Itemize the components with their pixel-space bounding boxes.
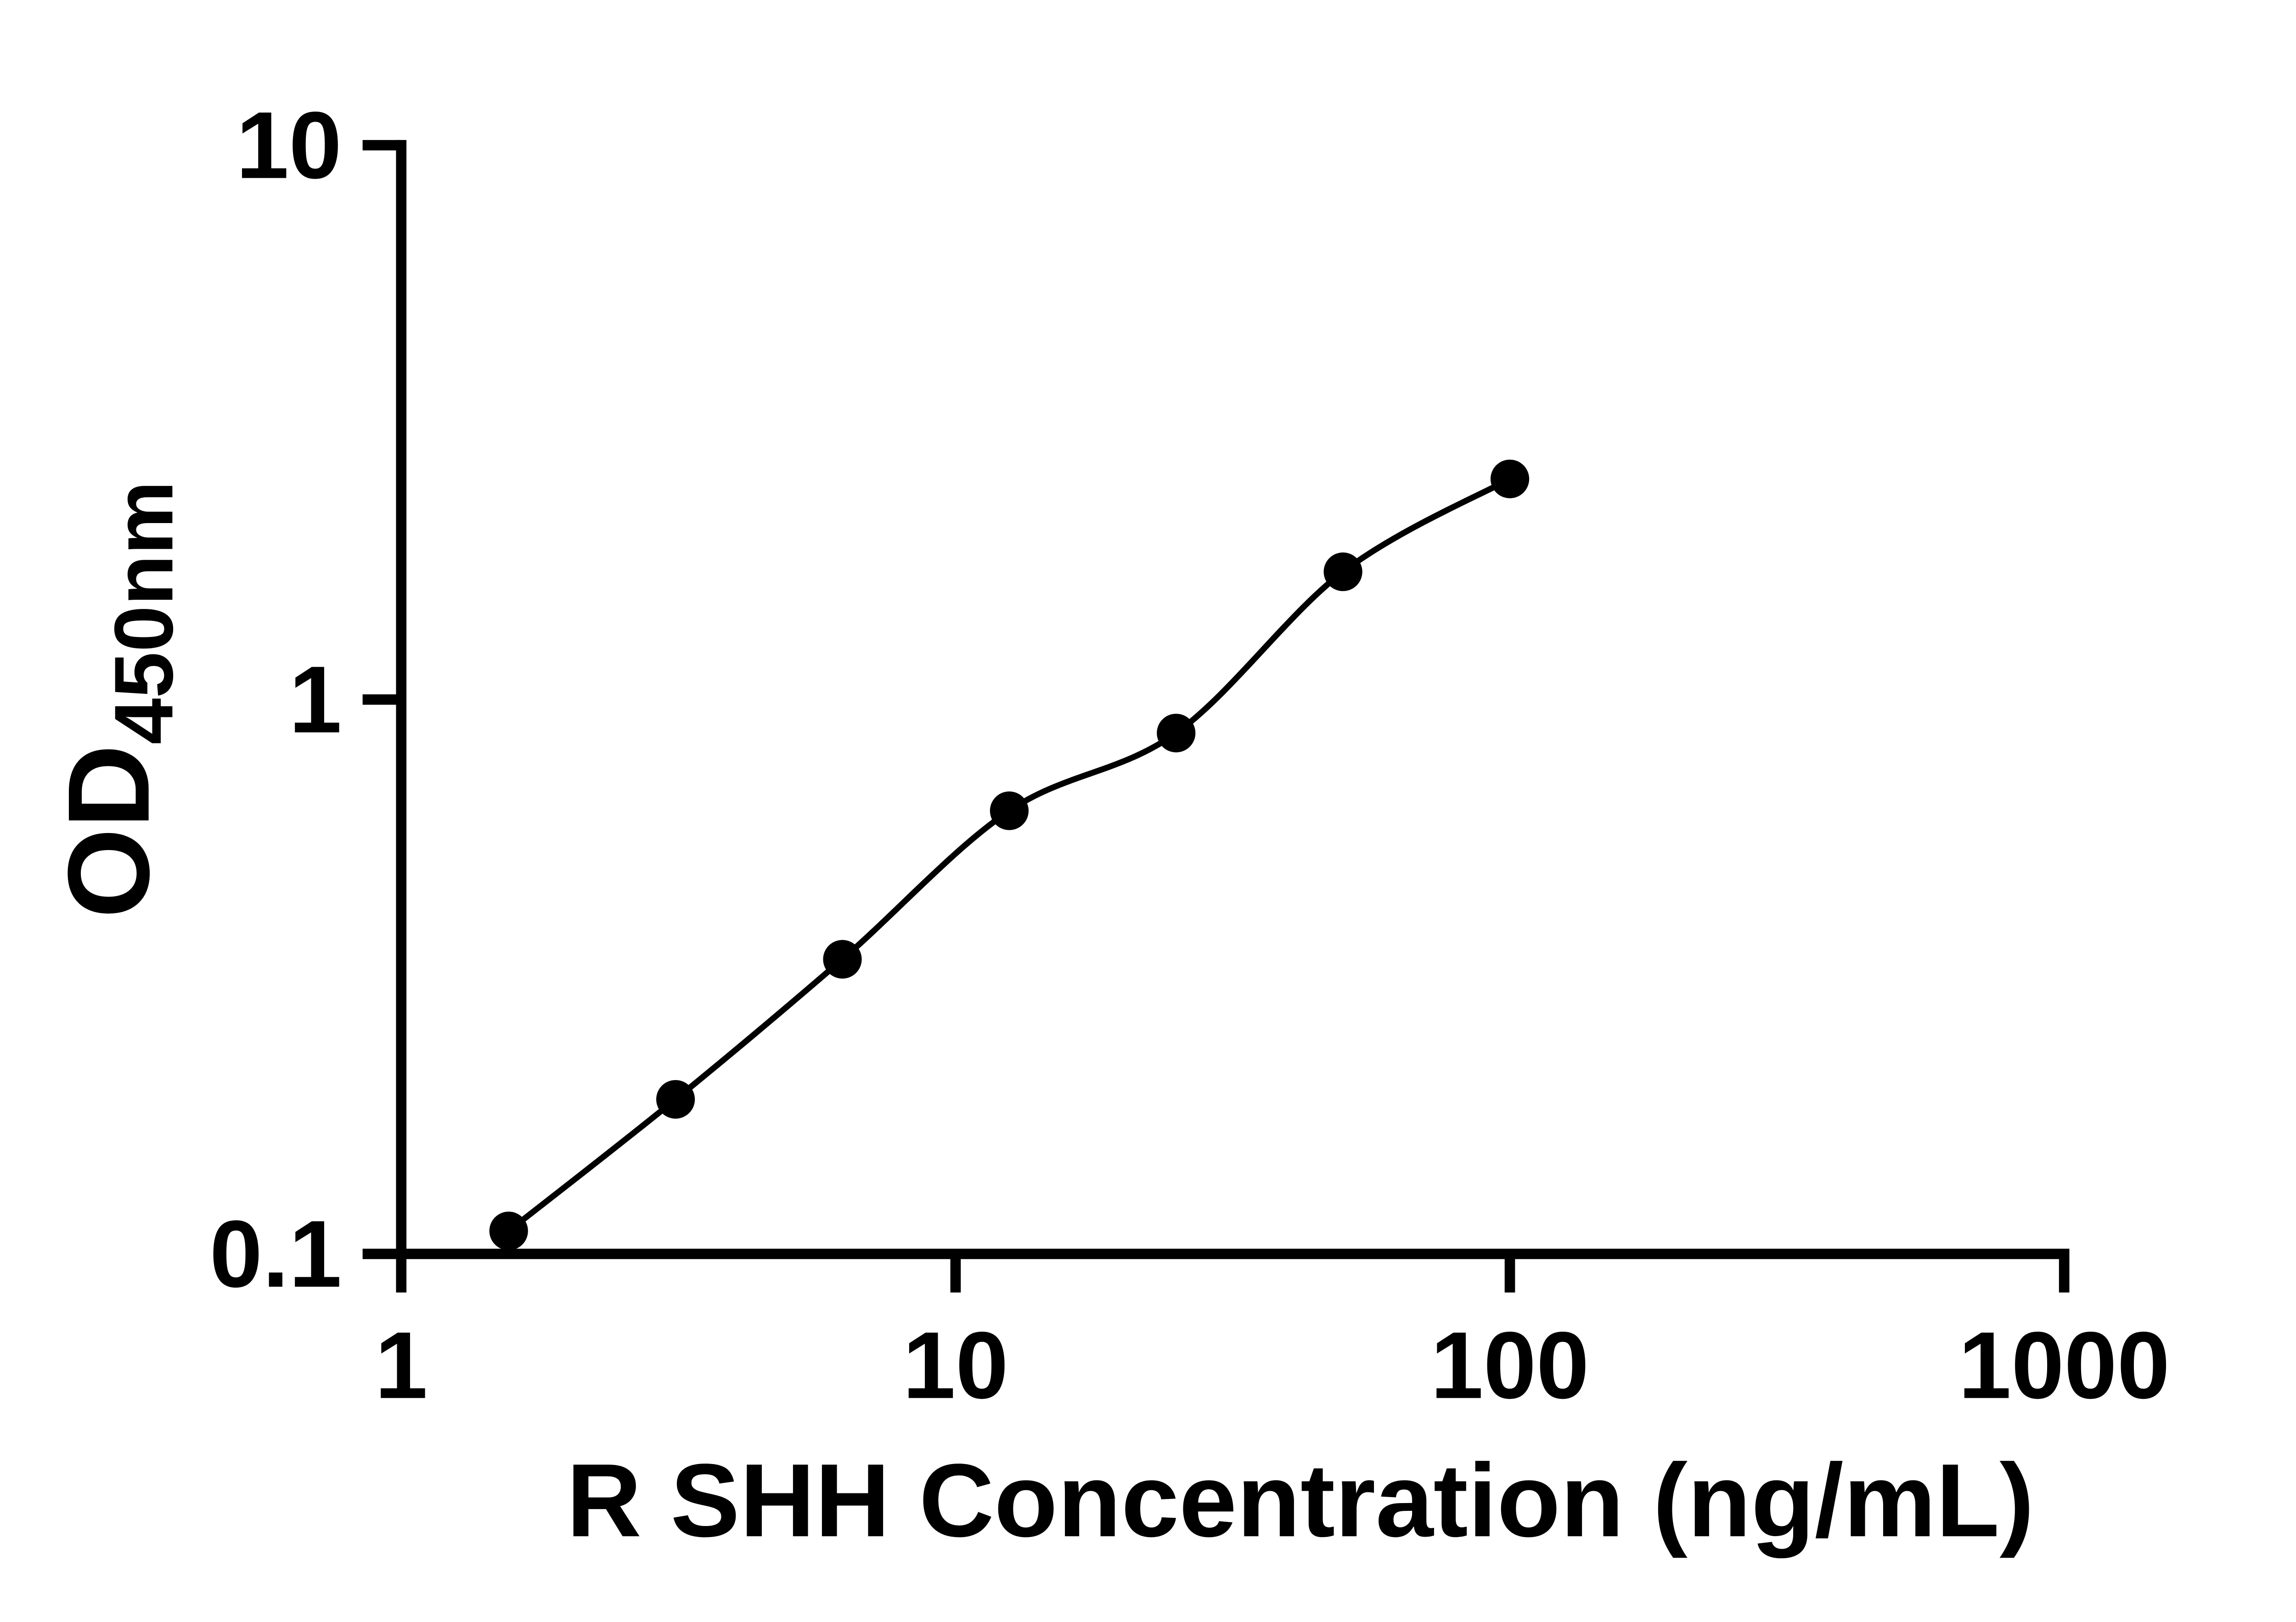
tick-label-layer: 1 10 100 1000 0.1 1 10 [209,92,2170,1419]
x-tick-label: 1 [375,1312,428,1418]
axes-layer [396,140,2070,1259]
data-point [1323,552,1362,591]
y-axis-title-main: OD [44,744,174,918]
y-axis-title-subscript: 450nm [97,481,190,744]
series-layer [489,459,1530,1250]
y-tick-label: 1 [289,647,342,753]
y-axis-title: OD450nm [44,481,191,918]
y-tick-label: 10 [236,92,342,198]
y-tick-label: 0.1 [209,1201,342,1307]
data-point [990,791,1029,830]
axis-spines [396,140,2070,1259]
x-tick-label: 1000 [1958,1312,2170,1418]
data-point [1157,714,1196,753]
x-axis-title: R SHH Concentration (ng/mL) [567,1442,2034,1559]
data-point [489,1211,528,1250]
fit-curve [506,476,1512,1233]
data-point [656,1080,695,1119]
data-point [823,940,862,979]
data-point [1490,459,1530,498]
tick-layer [362,140,2070,1293]
x-tick-label: 10 [903,1312,1008,1418]
x-tick-label: 100 [1430,1312,1589,1418]
